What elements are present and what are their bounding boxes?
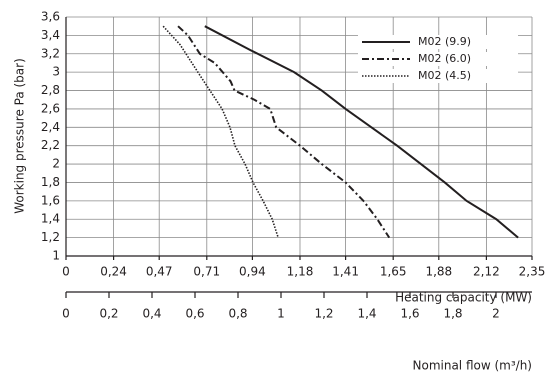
y-axis-title: Working pressure Pa (bar) xyxy=(13,58,27,214)
x2-tick-label: 1,2 xyxy=(314,307,333,321)
y-tick-label: 1,6 xyxy=(41,193,60,207)
x2-tick-label: 0,6 xyxy=(185,307,204,321)
y-tick-label: 3,2 xyxy=(41,46,60,60)
x-tick-label: 2,35 xyxy=(519,265,546,279)
legend-bg xyxy=(358,69,518,83)
y-tick-label: 2,4 xyxy=(41,120,60,134)
y-tick-label: 2,8 xyxy=(41,83,60,97)
legend-label: M02 (6.0) xyxy=(418,52,471,65)
x-tick-label: 1,65 xyxy=(380,265,407,279)
x-tick-label: 0,47 xyxy=(146,265,173,279)
y-tick-label: 2,6 xyxy=(41,101,60,115)
legend-label: M02 (4.5) xyxy=(418,69,471,82)
legend-bg xyxy=(358,35,518,49)
series-line xyxy=(162,25,279,238)
y-tick-label: 1,8 xyxy=(41,175,60,189)
x-tick-label: 1,88 xyxy=(425,265,452,279)
x-tick-label: 1,41 xyxy=(332,265,359,279)
x2-tick-label: 2 xyxy=(492,307,500,321)
y-tick-label: 3,6 xyxy=(41,10,60,24)
x2-tick-label: 1 xyxy=(277,307,285,321)
x2-tick-label: 0,4 xyxy=(142,307,161,321)
y-tick-label: 1,4 xyxy=(41,212,60,226)
series-line xyxy=(177,25,391,239)
x-tick-label: 0,24 xyxy=(100,265,127,279)
x2-tick-label: 0,2 xyxy=(99,307,118,321)
x2-tick-label: 0,8 xyxy=(228,307,247,321)
y-tick-label: 2 xyxy=(52,157,60,171)
x2-tick-label: 1,6 xyxy=(400,307,419,321)
legend-label: M02 (9.9) xyxy=(418,35,471,48)
y-tick-label: 1,2 xyxy=(41,230,60,244)
x-axis-title: Heating capacity (MW) xyxy=(395,291,532,305)
y-tick-label: 3,4 xyxy=(41,28,60,42)
x2-tick-label: 1,8 xyxy=(443,307,462,321)
x-tick-label: 1,18 xyxy=(287,265,314,279)
x-tick-label: 0 xyxy=(62,265,70,279)
x2-tick-label: 1,4 xyxy=(357,307,376,321)
y-tick-label: 3 xyxy=(52,65,60,79)
series-line xyxy=(204,25,519,239)
x-tick-label: 0,71 xyxy=(193,265,220,279)
y-tick-label: 2,2 xyxy=(41,138,60,152)
legend-bg xyxy=(358,52,518,66)
x2-tick-label: 0 xyxy=(62,307,70,321)
x-tick-label: 0,94 xyxy=(239,265,266,279)
y-tick-label: 1 xyxy=(52,249,60,263)
x-tick-label: 2,12 xyxy=(473,265,500,279)
x2-axis-title: Nominal flow (m³/h) xyxy=(413,359,533,373)
